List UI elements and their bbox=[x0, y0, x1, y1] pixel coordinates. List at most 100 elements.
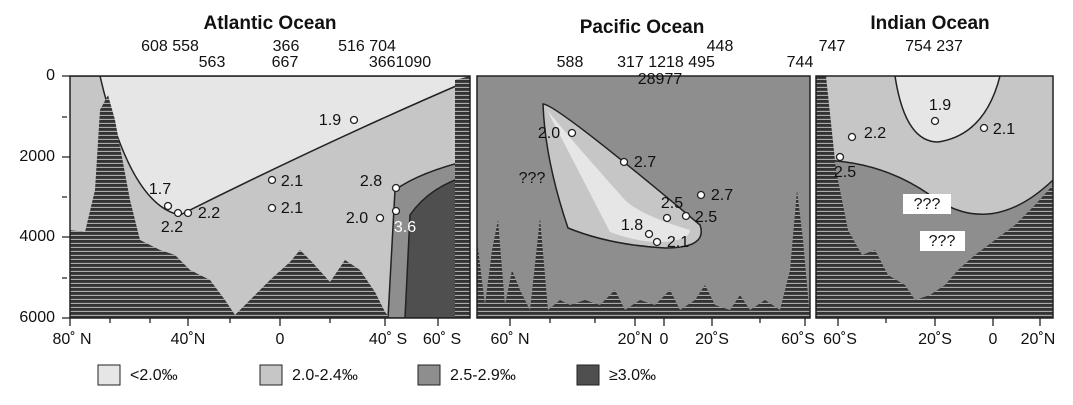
sample-point bbox=[567, 128, 577, 138]
x-tick-label: 20˚N bbox=[618, 331, 653, 348]
label-box bbox=[903, 194, 951, 214]
station: 317 1218 495 bbox=[617, 54, 715, 71]
station: 3661090 bbox=[369, 54, 431, 71]
point-label: 2.0 bbox=[346, 210, 368, 227]
x-tick-label: 60˚ S bbox=[423, 331, 461, 348]
legend-label: ≥3.0‰ bbox=[609, 367, 656, 384]
point-label: 2.1 bbox=[667, 234, 689, 251]
panel-title: Pacific Ocean bbox=[580, 17, 705, 38]
point-label: 2.1 bbox=[281, 200, 303, 217]
panel-frame bbox=[69, 75, 471, 319]
unknown-label: ??? bbox=[519, 170, 546, 187]
sample-point bbox=[681, 211, 691, 221]
station: 366 bbox=[273, 38, 300, 55]
point-label: 1.9 bbox=[319, 112, 341, 129]
legend-label: <2.0‰ bbox=[130, 367, 178, 384]
shape bbox=[70, 95, 390, 318]
shape bbox=[894, 76, 1001, 143]
unknown-label: ??? bbox=[914, 196, 941, 213]
x-tick-label: 80˚ N bbox=[52, 331, 91, 348]
y-tick-label: 2000 bbox=[19, 148, 55, 165]
y-tick-label: 0 bbox=[46, 67, 55, 84]
station: 754 237 bbox=[905, 38, 963, 55]
sample-point bbox=[183, 208, 193, 218]
point-label: 2.2 bbox=[864, 125, 886, 142]
legend-swatch bbox=[97, 364, 121, 386]
x-tick-label: 20˚S bbox=[695, 331, 729, 348]
station: 608 558 bbox=[141, 38, 199, 55]
legend-swatch bbox=[417, 364, 441, 386]
point-label: 1.9 bbox=[929, 97, 951, 114]
x-tick-label: 60˚S bbox=[781, 331, 815, 348]
sample-point bbox=[163, 201, 173, 211]
x-tick-label: 40˚N bbox=[171, 331, 206, 348]
sample-point bbox=[267, 175, 277, 185]
point-label: 2.1 bbox=[281, 173, 303, 190]
station: 448 bbox=[707, 38, 734, 55]
sample-point bbox=[696, 190, 706, 200]
point-label: 3.6 bbox=[394, 219, 416, 236]
sample-point bbox=[979, 123, 989, 133]
atlantic-section bbox=[70, 76, 470, 318]
sample-point bbox=[391, 183, 401, 193]
y-tick-label: 6000 bbox=[19, 309, 55, 326]
legend-label: 2.0-2.4‰ bbox=[292, 367, 358, 384]
point-label: 2.5 bbox=[661, 195, 683, 212]
sample-point bbox=[375, 213, 385, 223]
panel-frame bbox=[476, 75, 811, 319]
point-label: 1.7 bbox=[149, 181, 171, 198]
x-tick-label: 20˚S bbox=[918, 331, 952, 348]
sample-point bbox=[391, 206, 401, 216]
station: 667 bbox=[272, 54, 299, 71]
x-ticks bbox=[837, 318, 1041, 326]
x-tick-label: 40˚ S bbox=[369, 331, 407, 348]
point-label: 2.2 bbox=[198, 205, 220, 222]
point-label: 2.1 bbox=[993, 121, 1015, 138]
x-tick-label: 0 bbox=[989, 331, 998, 348]
point-label: 2.8 bbox=[360, 173, 382, 190]
sample-point bbox=[930, 116, 940, 126]
legend-label: 2.5-2.9‰ bbox=[450, 367, 516, 384]
pacific-section bbox=[477, 76, 810, 318]
sample-point bbox=[835, 152, 845, 162]
point-label: 2.5 bbox=[695, 209, 717, 226]
station: 588 bbox=[557, 54, 584, 71]
station: 516 704 bbox=[338, 38, 396, 55]
sample-point bbox=[652, 237, 662, 247]
point-label: 2.2 bbox=[161, 219, 183, 236]
station: 563 bbox=[199, 54, 226, 71]
sample-point bbox=[267, 203, 277, 213]
sample-point bbox=[644, 229, 654, 239]
station: 744 bbox=[787, 54, 814, 71]
legend-swatch bbox=[259, 364, 283, 386]
y-ticks bbox=[62, 75, 70, 319]
x-tick-label: 20˚N bbox=[1021, 331, 1056, 348]
sample-point bbox=[173, 208, 183, 218]
shape bbox=[816, 76, 1053, 318]
shape bbox=[547, 110, 690, 243]
station: 747 bbox=[819, 38, 846, 55]
x-ticks bbox=[509, 318, 806, 326]
x-ticks bbox=[69, 318, 439, 326]
legend: <2.0‰ 2.0-2.4‰ 2.5-2.9‰ ≥3.0‰ bbox=[97, 364, 656, 386]
panel-title: Indian Ocean bbox=[870, 13, 989, 34]
unknown-label: ??? bbox=[929, 233, 956, 250]
sample-point bbox=[847, 132, 857, 142]
x-tick-label: 0 bbox=[276, 331, 285, 348]
sample-point bbox=[619, 157, 629, 167]
station: 28977 bbox=[638, 71, 683, 88]
label-box bbox=[920, 231, 965, 251]
point-label: 2.7 bbox=[711, 187, 733, 204]
legend-swatch bbox=[576, 364, 600, 386]
sample-point bbox=[349, 115, 359, 125]
point-label: 1.8 bbox=[621, 217, 643, 234]
point-label: 2.5 bbox=[834, 164, 856, 181]
point-label: 2.7 bbox=[634, 154, 656, 171]
sample-point bbox=[662, 213, 672, 223]
y-axis: 0 2000 4000 6000 bbox=[19, 67, 70, 326]
atlantic-points: 1.9 2.1 2.1 1.7 2.2 2.2 2.8 2.0 3.6 bbox=[149, 112, 416, 236]
x-tick-label: 60˚S bbox=[823, 331, 857, 348]
pacific-points: 2.0 2.7 2.5 2.7 2.5 1.8 2.1 ??? bbox=[519, 125, 734, 251]
x-tick-label: 60˚ N bbox=[490, 331, 529, 348]
